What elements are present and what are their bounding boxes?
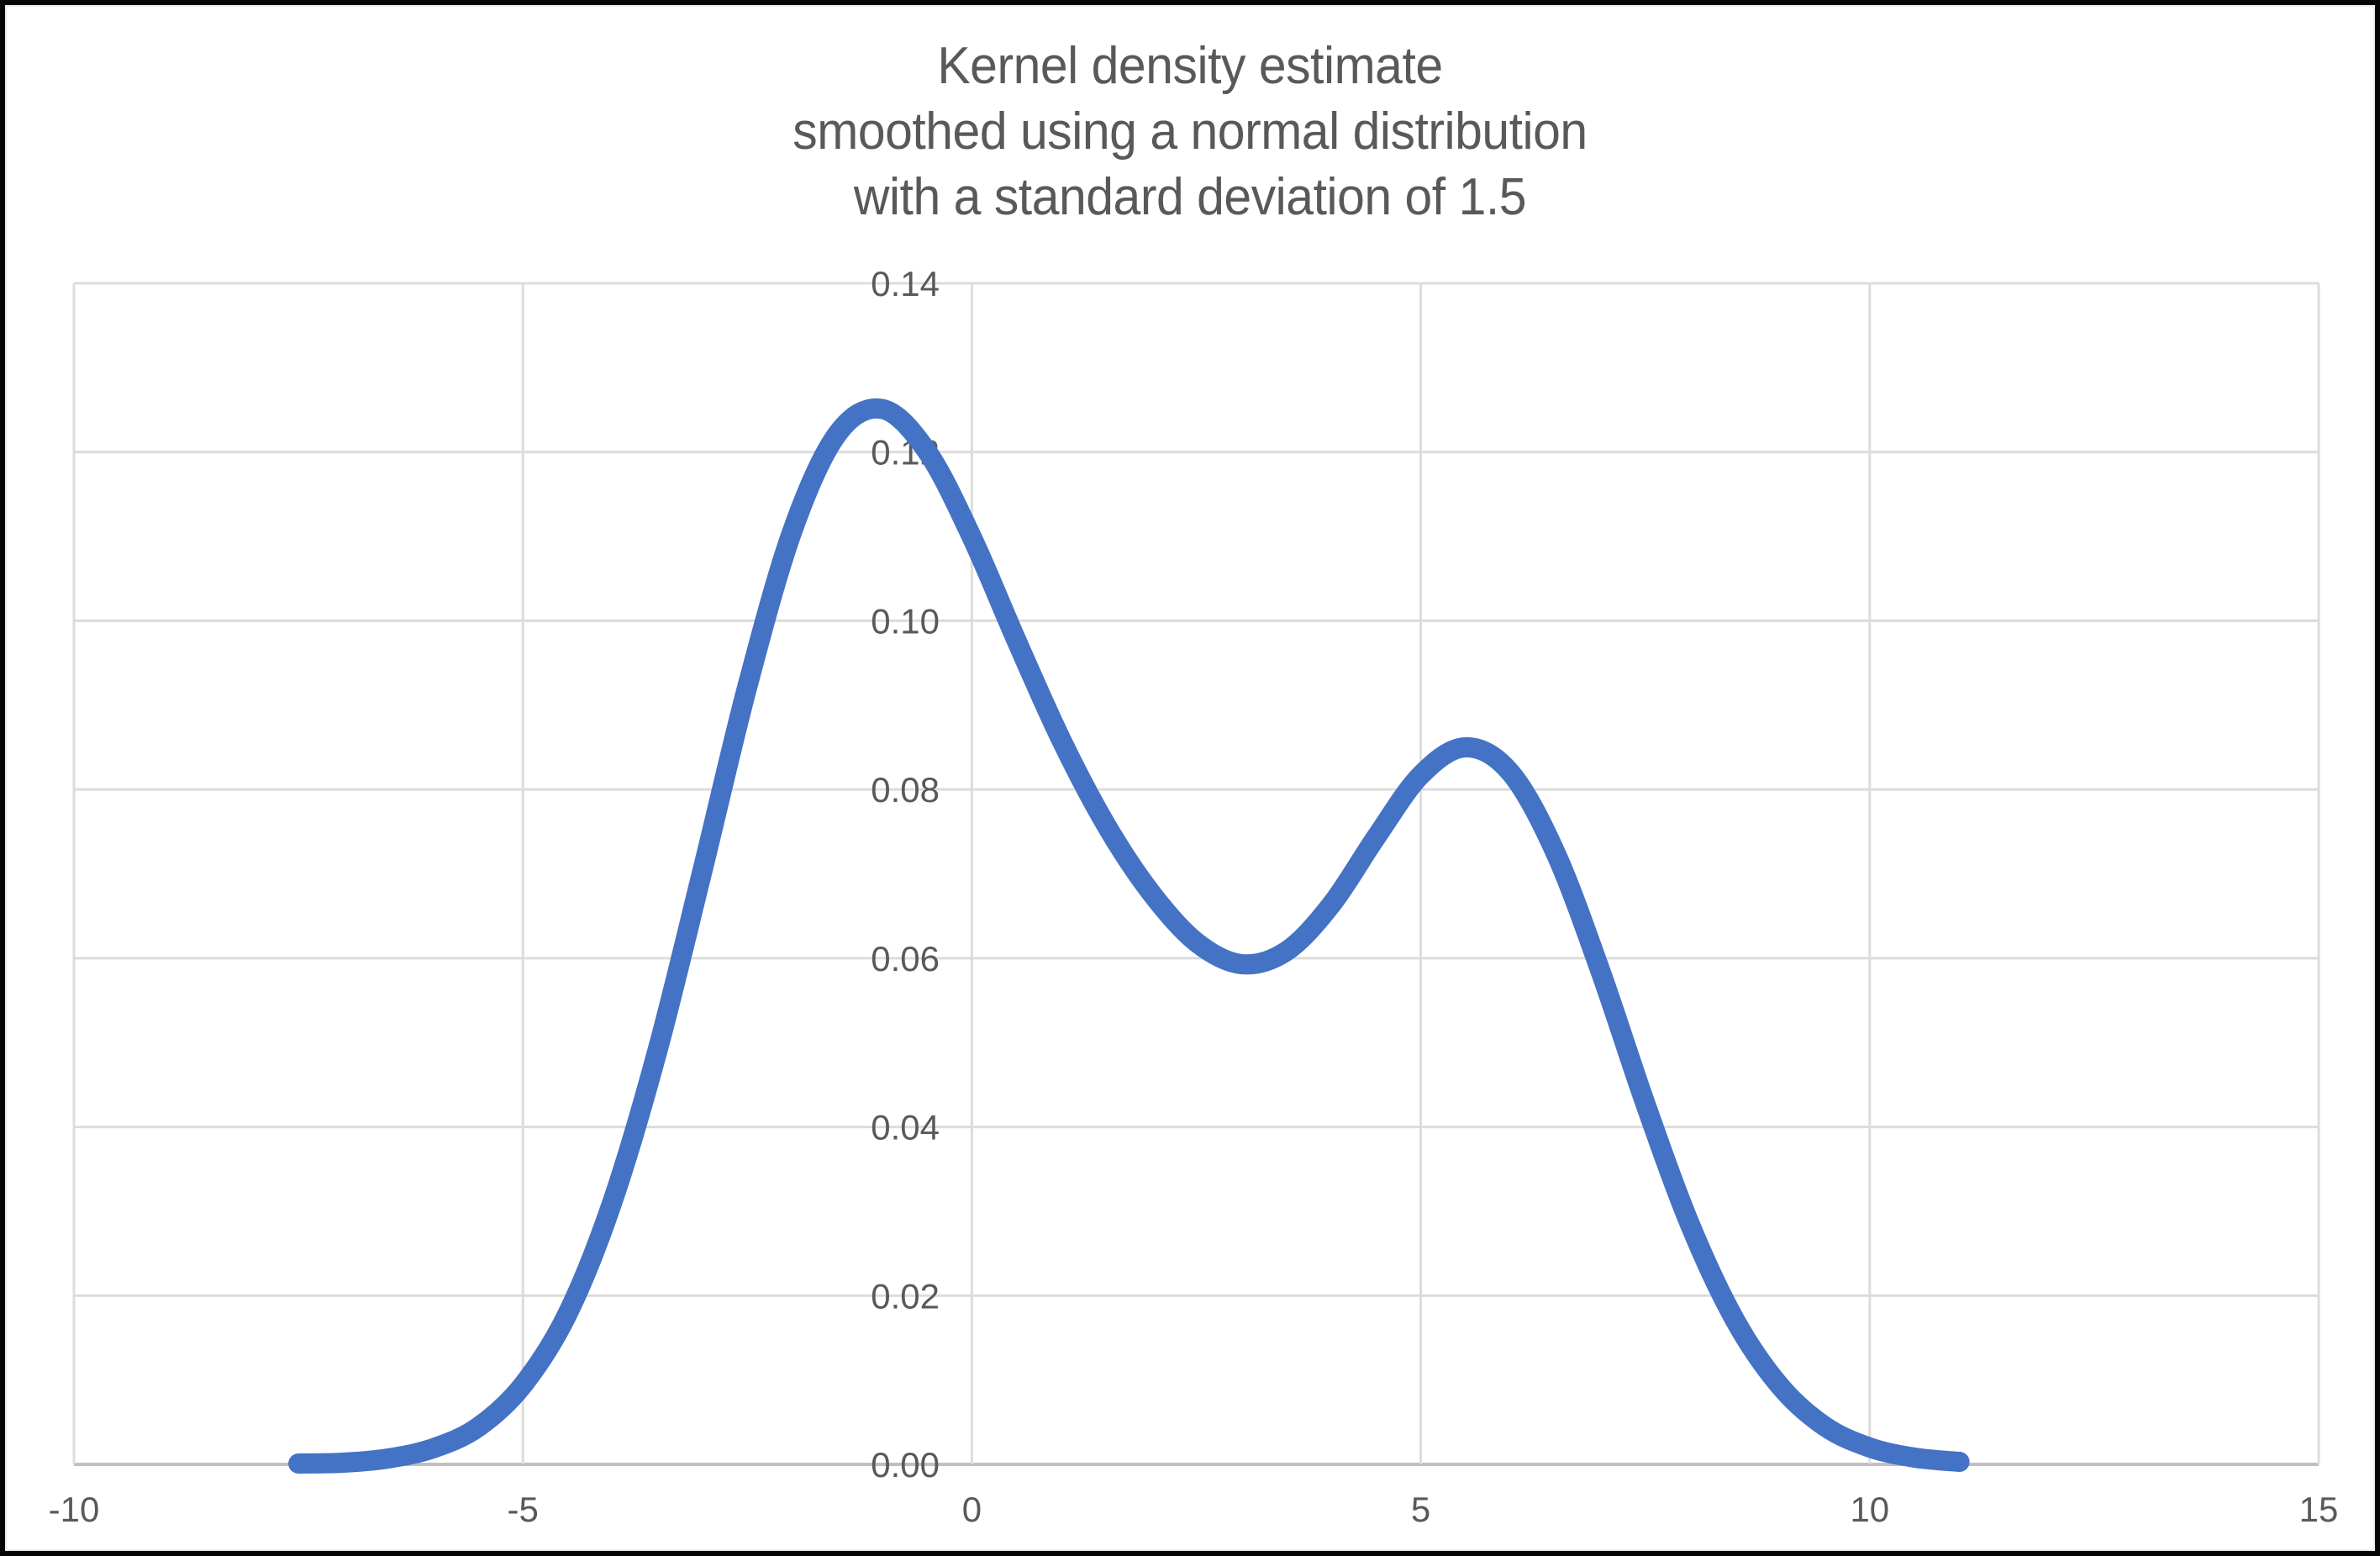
x-tick-label: -10 bbox=[49, 1490, 100, 1529]
y-tick-label: 0.14 bbox=[871, 264, 940, 303]
x-tick-label: 5 bbox=[1411, 1490, 1430, 1529]
kde-line-chart: 0.000.020.040.060.080.100.120.14-10 -5 0 5 1… bbox=[49, 264, 2339, 1529]
y-tick-label: 0.10 bbox=[871, 601, 940, 641]
x-tick-label: 15 bbox=[2299, 1490, 2339, 1529]
x-tick-label: -5 bbox=[508, 1490, 539, 1529]
y-tick-label: 0.00 bbox=[871, 1445, 940, 1485]
x-tick-label: 10 bbox=[1850, 1490, 1889, 1529]
x-tick-label: 0 bbox=[962, 1490, 982, 1529]
y-tick-label: 0.02 bbox=[871, 1276, 940, 1316]
y-tick-label: 0.06 bbox=[871, 939, 940, 978]
chart-title: Kernel density estimate smoothed using a… bbox=[792, 37, 1588, 227]
y-tick-label: 0.08 bbox=[871, 770, 940, 810]
y-tick-label: 0.04 bbox=[871, 1108, 940, 1147]
kde-curve bbox=[288, 398, 1970, 1474]
